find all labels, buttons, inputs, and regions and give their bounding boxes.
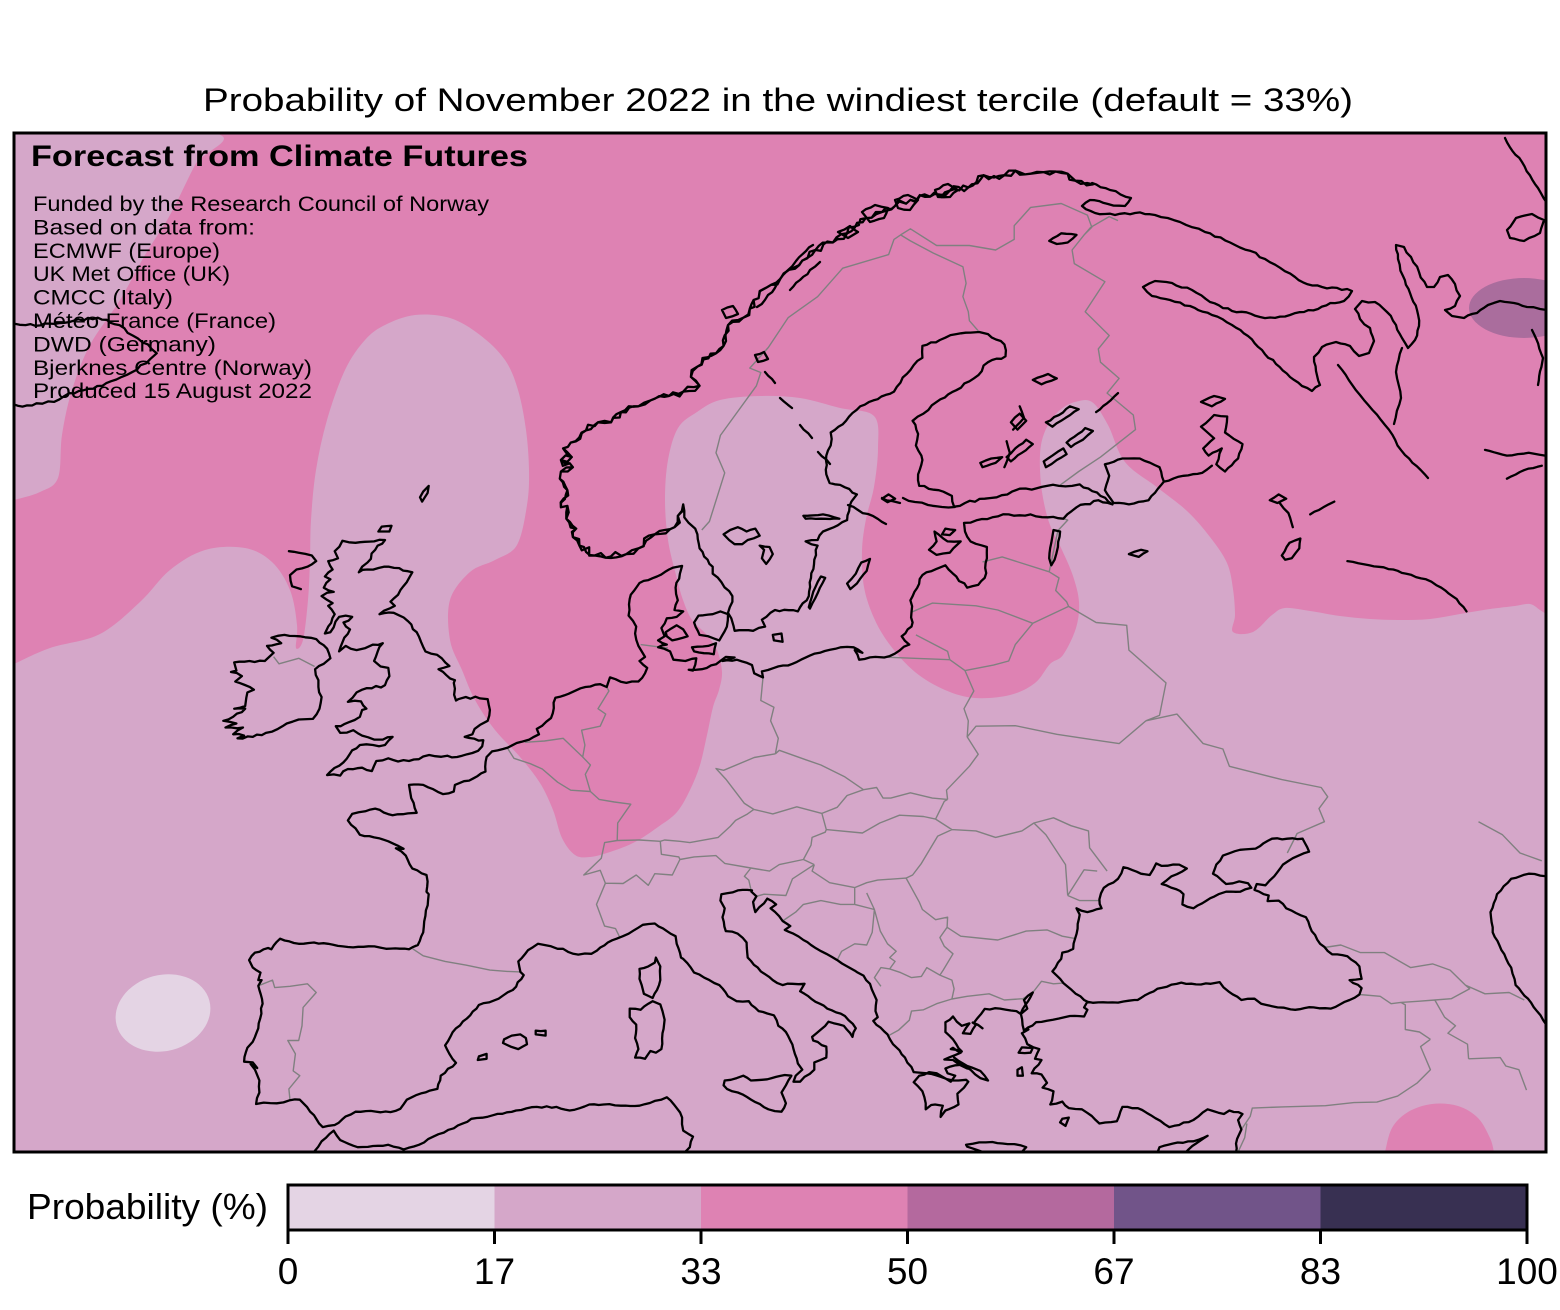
svg-text:50: 50 [887, 1251, 928, 1292]
svg-text:Probability of November 2022 i: Probability of November 2022 in the wind… [203, 82, 1353, 118]
svg-text:100: 100 [1496, 1251, 1558, 1292]
svg-text:Probability (%): Probability (%) [27, 1186, 268, 1227]
svg-text:Forecast from Climate Futures: Forecast from Climate Futures [31, 140, 528, 173]
svg-text:33: 33 [680, 1251, 721, 1292]
svg-text:67: 67 [1093, 1251, 1134, 1292]
svg-text:CMCC (Italy): CMCC (Italy) [33, 287, 173, 310]
svg-text:DWD (Germany): DWD (Germany) [33, 333, 216, 356]
svg-text:UK Met Office (UK): UK Met Office (UK) [33, 263, 230, 286]
svg-text:Bjerknes Centre (Norway): Bjerknes Centre (Norway) [33, 357, 312, 380]
svg-text:ECMWF (Europe): ECMWF (Europe) [33, 240, 220, 263]
svg-text:Météo France (France): Météo France (France) [33, 310, 276, 333]
svg-text:Produced 15 August 2022: Produced 15 August 2022 [33, 380, 312, 403]
svg-text:17: 17 [474, 1251, 515, 1292]
svg-text:0: 0 [278, 1251, 299, 1292]
svg-text:83: 83 [1300, 1251, 1341, 1292]
svg-text:Based on data from:: Based on data from: [33, 216, 255, 239]
svg-text:Funded by the Research Council: Funded by the Research Council of Norway [33, 193, 490, 216]
